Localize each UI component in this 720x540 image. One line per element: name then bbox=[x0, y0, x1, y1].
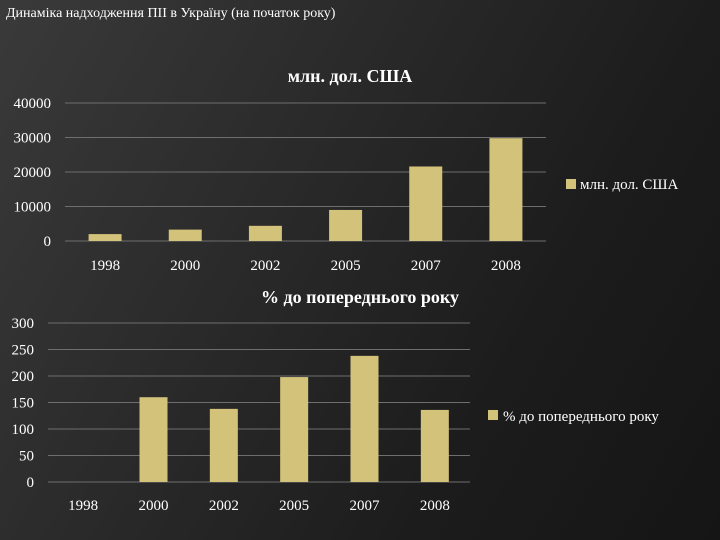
x-tick-label: 2007 bbox=[350, 498, 381, 514]
bar bbox=[409, 166, 443, 241]
chart-usd: млн. дол. США млн. дол. США 0 10000 20000 3… bbox=[14, 66, 679, 274]
legend: % до попереднього року bbox=[488, 409, 659, 425]
x-tick-label: 2000 bbox=[139, 498, 169, 514]
y-tick-label: 30000 bbox=[14, 131, 52, 147]
bar bbox=[489, 138, 523, 241]
x-tick-label: 2007 bbox=[411, 258, 442, 274]
legend-label: % до попереднього року bbox=[503, 409, 659, 425]
y-tick-label: 150 bbox=[12, 396, 35, 412]
chart-title: млн. дол. США bbox=[288, 66, 412, 86]
chart-title: % до попереднього року bbox=[261, 287, 459, 307]
y-tick-label: 20000 bbox=[14, 165, 52, 181]
legend: млн. дол. США bbox=[566, 177, 679, 193]
legend-swatch bbox=[488, 410, 498, 420]
y-tick-label: 100 bbox=[12, 422, 35, 438]
x-tick-label: 1998 bbox=[90, 258, 120, 274]
y-tick-label: 0 bbox=[44, 234, 52, 250]
x-tick-label: 2005 bbox=[331, 258, 361, 274]
y-tick-label: 300 bbox=[12, 316, 35, 332]
x-tick-label: 2008 bbox=[420, 498, 450, 514]
x-tick-label: 2002 bbox=[250, 258, 280, 274]
x-tick-label: 2000 bbox=[170, 258, 200, 274]
bar bbox=[168, 229, 202, 241]
bar bbox=[88, 234, 122, 241]
legend-label: млн. дол. США bbox=[580, 177, 679, 193]
x-tick-label: 1998 bbox=[68, 498, 98, 514]
y-tick-label: 0 bbox=[27, 475, 35, 491]
y-tick-label: 40000 bbox=[14, 96, 52, 112]
y-tick-label: 50 bbox=[19, 449, 34, 465]
x-tick-label: 2008 bbox=[491, 258, 521, 274]
bar bbox=[139, 397, 168, 482]
bar bbox=[350, 355, 379, 482]
y-tick-label: 200 bbox=[12, 369, 35, 385]
bar bbox=[420, 409, 449, 482]
y-tick-label: 10000 bbox=[14, 200, 52, 216]
bar bbox=[248, 225, 282, 241]
legend-swatch bbox=[566, 179, 576, 189]
bar bbox=[280, 377, 309, 482]
bar bbox=[209, 408, 238, 482]
bar bbox=[329, 209, 363, 241]
x-tick-label: 2005 bbox=[279, 498, 309, 514]
slide-title: Динаміка надходження ПІІ в Україну (на п… bbox=[6, 6, 336, 21]
x-tick-label: 2002 bbox=[209, 498, 239, 514]
y-tick-label: 250 bbox=[12, 343, 35, 359]
